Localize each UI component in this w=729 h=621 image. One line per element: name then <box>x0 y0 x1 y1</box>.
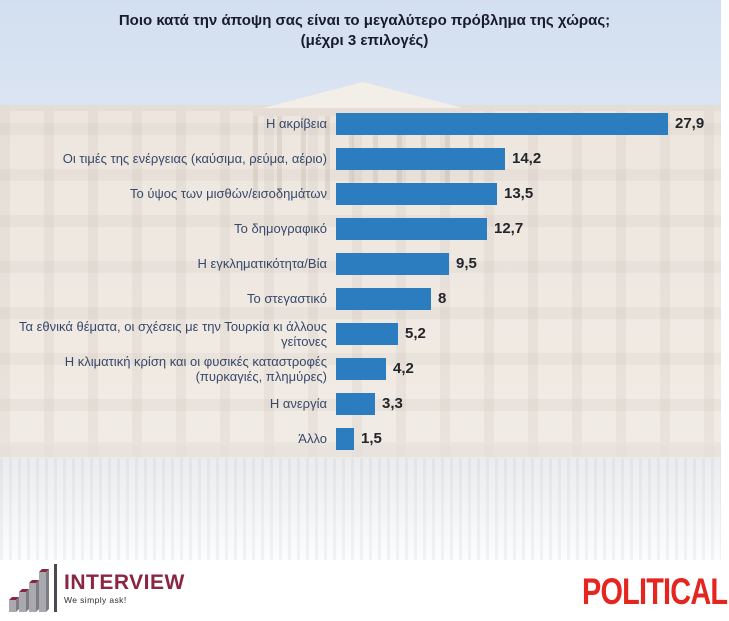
interview-logo: INTERVIEW We simply ask! <box>8 562 185 614</box>
category-label: Άλλο <box>298 431 327 446</box>
bar-row: Η ακρίβεια 27,9 <box>0 106 721 141</box>
value-label: 4,2 <box>393 360 414 377</box>
building-entablature <box>253 108 473 116</box>
value-label: 8 <box>438 290 447 307</box>
building-pediment <box>263 82 463 108</box>
interview-logo-divider <box>54 564 57 612</box>
interview-logo-text: INTERVIEW We simply ask! <box>64 570 185 605</box>
bar <box>336 357 386 380</box>
chart-title-line1: Ποιο κατά την άποψη σας είναι το μεγαλύτ… <box>118 12 611 29</box>
bar <box>336 252 449 275</box>
bar <box>336 112 668 135</box>
bar-chart: Η ακρίβεια 27,9 Οι τιμές της ενέργειας (κα… <box>0 106 729 458</box>
bar <box>336 392 375 415</box>
bar <box>336 427 354 450</box>
bar-row: Η κλιματική κρίση και οι φυσικές καταστρ… <box>0 351 721 386</box>
interview-tagline: We simply ask! <box>64 594 127 605</box>
category-label: Η εγκληματικότητα/Βία <box>197 256 327 271</box>
category-label: Το στεγαστικό <box>247 291 327 306</box>
value-label: 13,5 <box>504 185 534 202</box>
bar <box>336 322 398 345</box>
value-label: 5,2 <box>405 325 426 342</box>
bar-row: Το ύψος των μισθών/εισοδημάτων 13,5 <box>0 176 721 211</box>
chart-title: Ποιο κατά την άποψη σας είναι το μεγαλύτ… <box>0 11 729 51</box>
bar-row: Η εγκληματικότητα/Βία 9,5 <box>0 246 721 281</box>
category-label: Η ακρίβεια <box>266 116 327 131</box>
bar-row: Τα εθνικά θέματα, οι σχέσεις με την Τουρ… <box>0 316 721 351</box>
building-steps <box>0 442 721 460</box>
plaza-crowd <box>0 458 721 560</box>
value-label: 14,2 <box>512 150 542 167</box>
value-label: 9,5 <box>456 255 477 272</box>
bar <box>336 147 505 170</box>
value-label: 3,3 <box>382 395 403 412</box>
bar <box>336 217 487 240</box>
interview-wordmark: INTERVIEW <box>64 570 185 594</box>
bar-row: Η ανεργία 3,3 <box>0 386 721 421</box>
value-label: 1,5 <box>361 430 382 447</box>
category-label: Τα εθνικά θέματα, οι σχέσεις με την Τουρ… <box>18 318 327 349</box>
category-label: Οι τιμές της ενέργειας (καύσιμα, ρεύμα, … <box>62 151 327 166</box>
interview-bars-icon <box>9 569 49 612</box>
photo-fade-overlay <box>0 0 721 560</box>
chart-title-line2: (μέχρι 3 επιλογές) <box>300 32 429 49</box>
value-label: 27,9 <box>675 115 705 132</box>
value-label: 12,7 <box>494 220 524 237</box>
political-logo: POLITICAL <box>581 571 728 612</box>
bar-row: Οι τιμές της ενέργειας (καύσιμα, ρεύμα, … <box>0 141 721 176</box>
bar <box>336 287 431 310</box>
bar-row: Άλλο 1,5 <box>0 421 721 456</box>
category-label: Η ανεργία <box>269 396 327 411</box>
category-label: Η κλιματική κρίση και οι φυσικές καταστρ… <box>64 353 327 384</box>
bar-row: Το στεγαστικό 8 <box>0 281 721 316</box>
category-label: Το δημογραφικό <box>234 221 327 236</box>
category-label: Το ύψος των μισθών/εισοδημάτων <box>130 186 327 201</box>
bar-row: Το δημογραφικό 12,7 <box>0 211 721 246</box>
bar <box>336 182 497 205</box>
